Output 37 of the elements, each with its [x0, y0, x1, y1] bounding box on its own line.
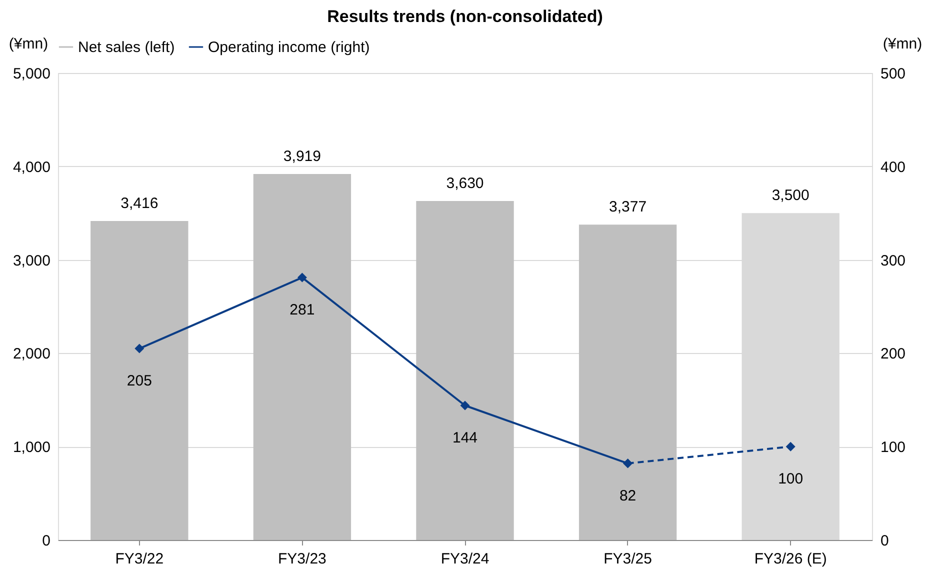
data-label: 205 — [126, 372, 152, 390]
point — [460, 400, 470, 410]
data-label: 82 — [619, 487, 636, 504]
data-label: 3,500 — [772, 187, 810, 204]
x-tick-label: FY3/26 (E) — [754, 550, 827, 568]
y2-tick-label: 400 — [880, 158, 906, 176]
x-tick-label: FY3/24 — [440, 550, 490, 568]
y-tick-label: 4,000 — [12, 158, 50, 176]
y2-axis-title: (¥mn) — [882, 36, 922, 52]
y2-tick-label: 300 — [880, 252, 906, 270]
data-label: 144 — [452, 430, 478, 447]
y2-tick-label: 200 — [880, 346, 906, 363]
chart-title: Results trends (non-consolidated) — [327, 7, 603, 26]
x-tick-label: FY3/23 — [278, 550, 326, 568]
data-label: 3,416 — [120, 194, 158, 212]
y-tick-label: 2,000 — [12, 346, 50, 363]
data-label: 100 — [778, 470, 804, 488]
legend-label: Operating income (right) — [208, 39, 370, 56]
point — [297, 272, 307, 282]
x-tick-label: FY3/22 — [115, 550, 164, 568]
x-tick-label: FY3/25 — [604, 550, 652, 568]
y-axis-title: (¥mn) — [8, 36, 48, 52]
data-label: 281 — [290, 302, 315, 319]
y2-tick-label: 500 — [880, 66, 906, 82]
y-tick-label: 0 — [42, 532, 50, 550]
data-label: 3,630 — [446, 174, 484, 192]
point — [786, 442, 796, 452]
y2-tick-label: 100 — [880, 439, 906, 456]
y-tick-label: 1,000 — [12, 439, 50, 456]
y2-tick-label: 0 — [880, 532, 889, 550]
y-tick-label: 5,000 — [12, 66, 50, 82]
data-label: 3,377 — [609, 198, 647, 216]
data-label: 3,919 — [283, 148, 321, 165]
point — [134, 344, 144, 354]
point — [623, 458, 633, 468]
y-tick-label: 3,000 — [12, 252, 50, 270]
legend-label: Net sales (left) — [78, 39, 175, 56]
